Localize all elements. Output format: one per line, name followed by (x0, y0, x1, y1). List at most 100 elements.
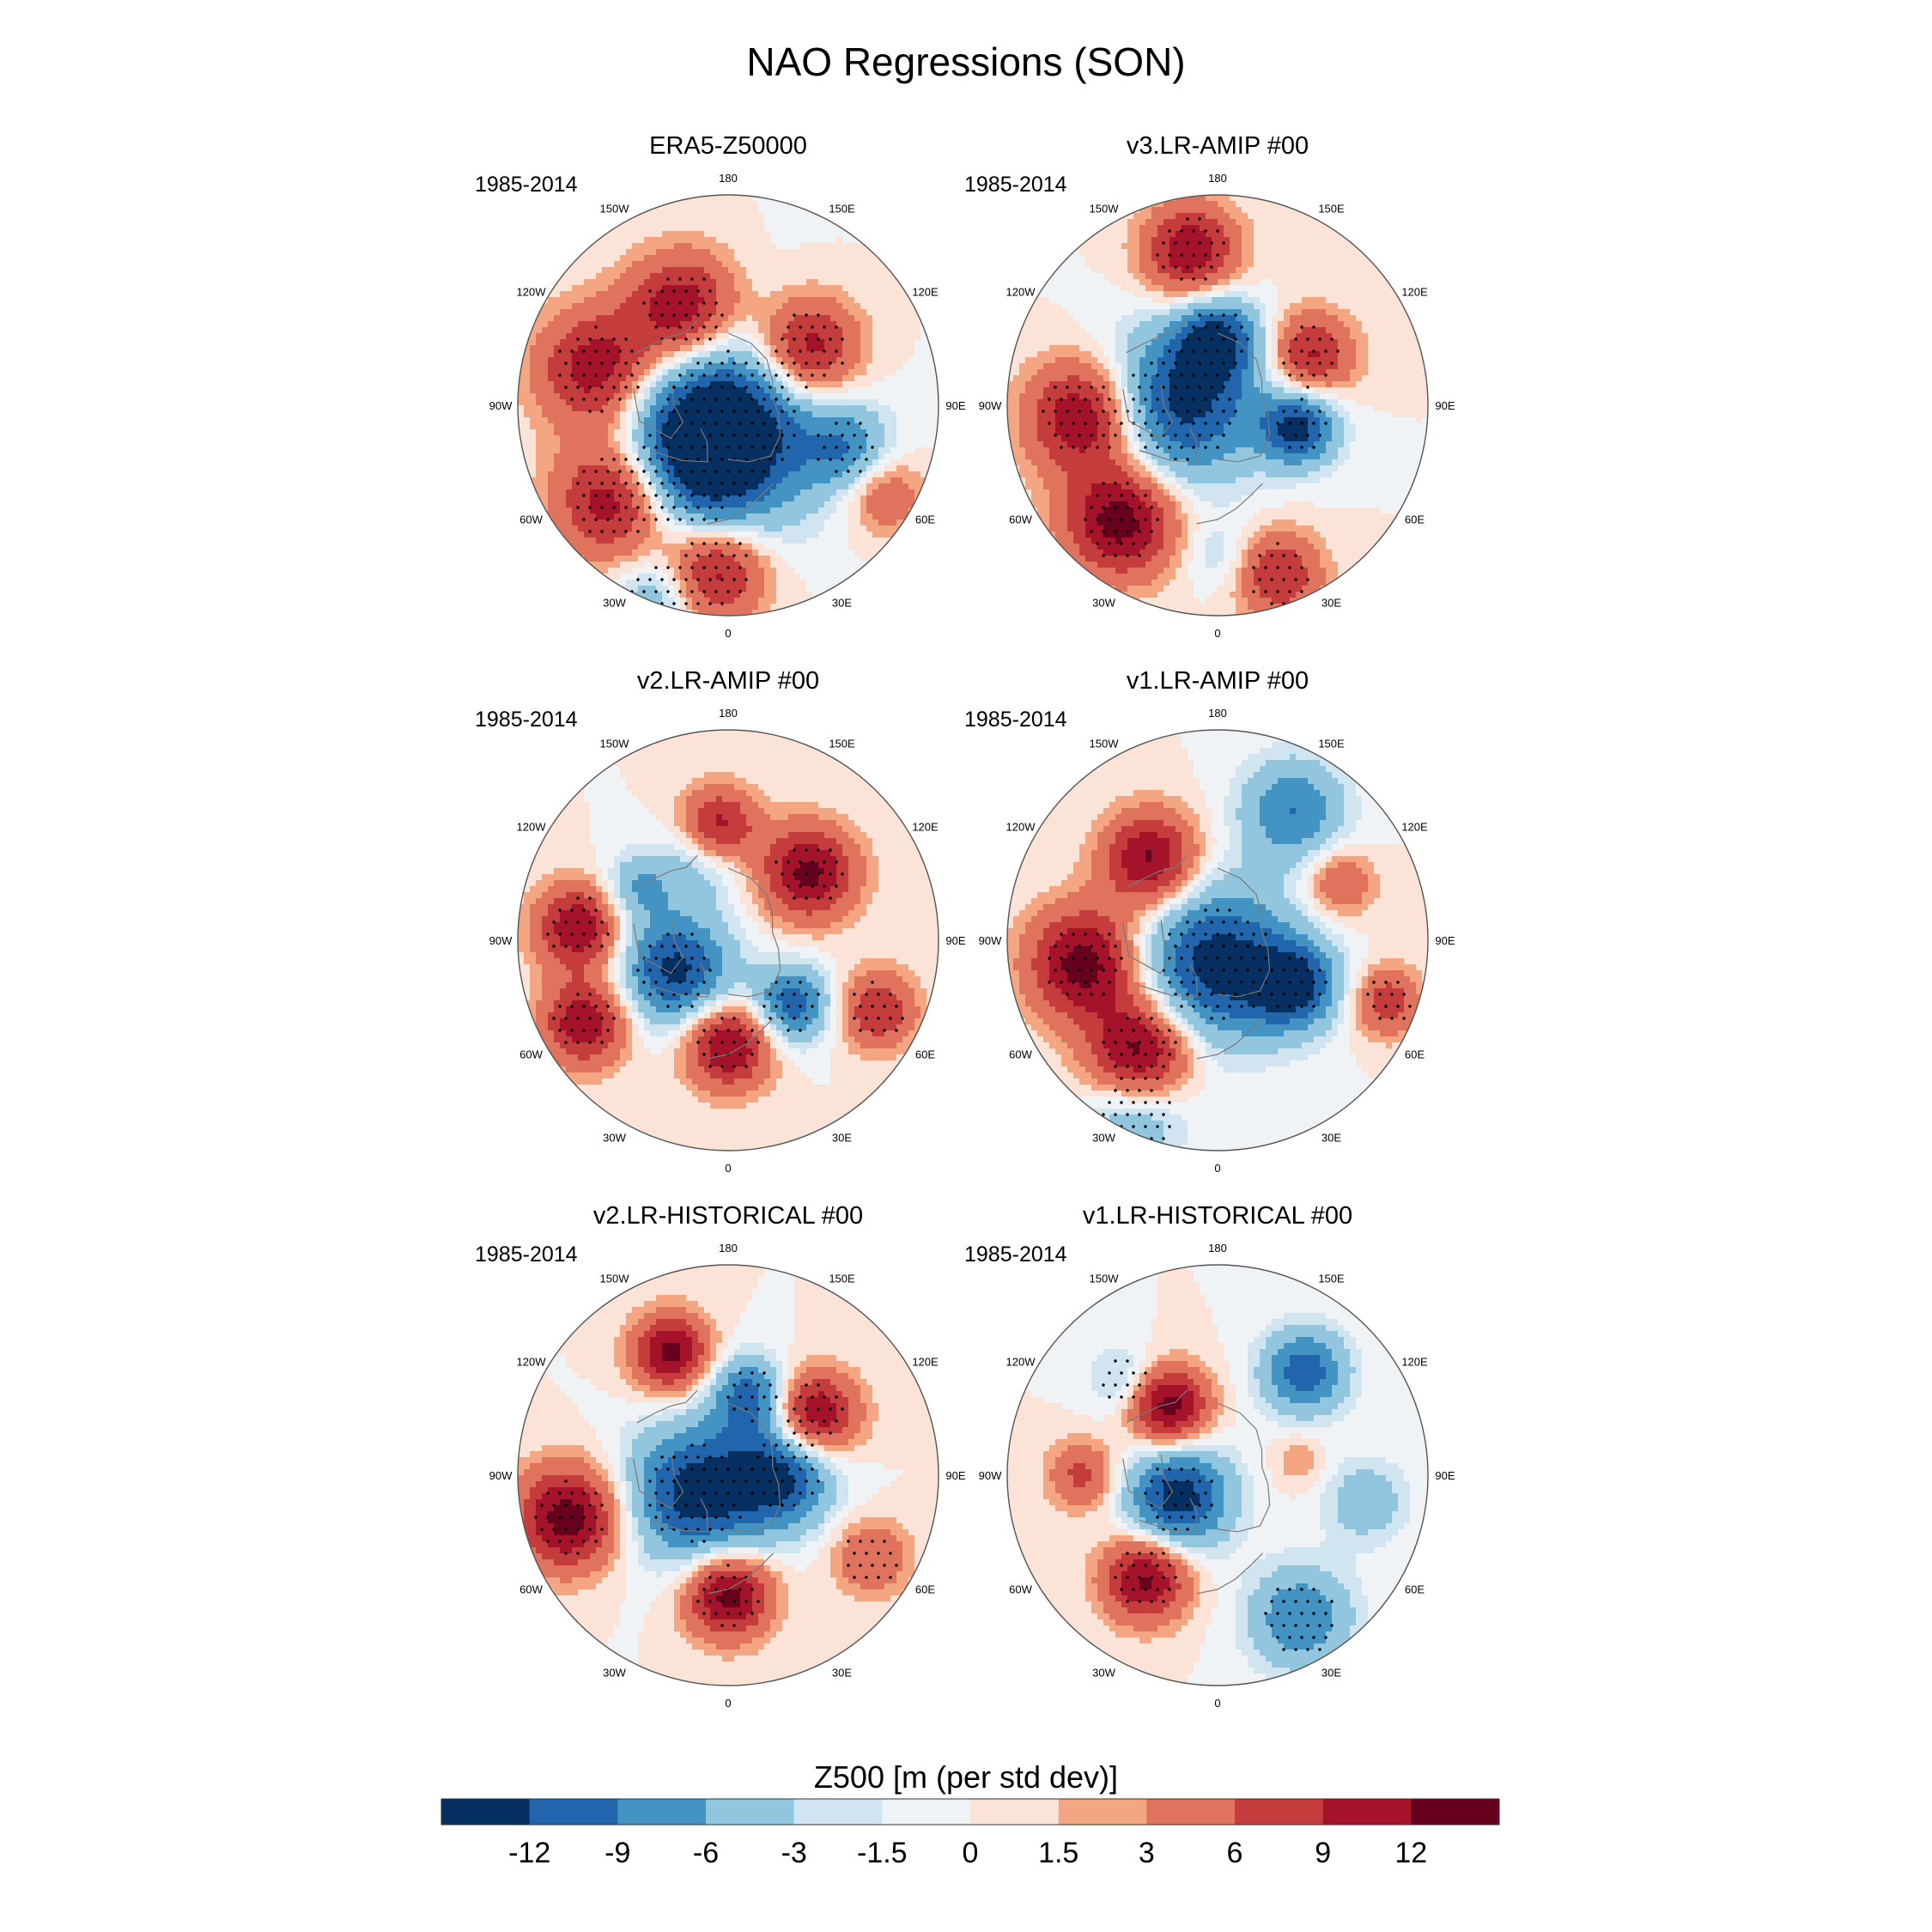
longitude-label: 150W (1090, 203, 1120, 216)
map-panel-3: v2.LR-AMIP #00 1985-2014 180 150E 120E 90E 60E… (475, 667, 966, 1175)
longitude-label: 120W (1006, 821, 1036, 834)
colorbar-swatch (617, 1799, 707, 1825)
period-label: 1985-2014 (964, 1242, 1067, 1267)
longitude-label: 30E (832, 1132, 852, 1145)
contour-field (518, 195, 939, 616)
longitude-label: 120W (517, 286, 547, 299)
figure-title: NAO Regressions (SON) (746, 39, 1185, 84)
significance-stipple (1102, 1359, 1334, 1651)
contour-field (518, 1265, 939, 1686)
longitude-label: 120E (1401, 286, 1428, 299)
colorbar-swatch (1411, 1799, 1500, 1825)
colorbar-swatch (1146, 1799, 1236, 1825)
colorbar-swatch (1058, 1799, 1147, 1825)
map-panel-2: v3.LR-AMIP #00 1985-2014 180 150E 120E 90E 60E… (964, 132, 1455, 640)
contour-field (1007, 730, 1428, 1151)
period-label: 1985-2014 (475, 173, 578, 197)
longitude-label: 30W (603, 1132, 626, 1145)
longitude-label: 180 (1208, 707, 1227, 720)
longitude-label: 150E (829, 1273, 855, 1285)
map-panel-6: v1.LR-HISTORICAL #00 1985-2014 180 150E 120E… (964, 1202, 1455, 1710)
colorbar-tick-label: -3 (781, 1837, 807, 1869)
panel-title: v2.LR-AMIP #00 (637, 667, 819, 695)
longitude-label: 90W (489, 934, 513, 947)
longitude-label: 60W (519, 1583, 543, 1596)
longitude-label: 60E (915, 1048, 935, 1061)
longitude-label: 90E (1435, 934, 1455, 947)
contour-field (518, 730, 939, 1151)
longitude-label: 150W (1090, 738, 1120, 750)
longitude-label: 180 (719, 707, 738, 720)
colorbar-tick-label: 9 (1315, 1837, 1331, 1869)
longitude-label: 90E (945, 934, 965, 947)
longitude-label: 90E (945, 1469, 965, 1482)
longitude-label: 60E (1405, 513, 1425, 526)
longitude-label: 90E (1435, 1469, 1455, 1482)
significance-stipple (1048, 908, 1412, 1140)
longitude-label: 30E (832, 1667, 852, 1680)
colorbar-swatch (529, 1799, 618, 1825)
longitude-label: 180 (719, 172, 738, 185)
longitude-label: 150E (1318, 738, 1345, 750)
colorbar-tick-label: 0 (963, 1837, 979, 1869)
longitude-label: 30E (1321, 597, 1341, 610)
longitude-label: 120W (1006, 286, 1036, 299)
panel-title: v1.LR-HISTORICAL #00 (1083, 1202, 1352, 1230)
significance-stipple (546, 848, 904, 1068)
longitude-label: 180 (1208, 1242, 1227, 1255)
longitude-label: 0 (725, 627, 731, 640)
coastlines (1122, 854, 1271, 1060)
longitude-label: 120W (517, 821, 547, 834)
colorbar-tick-label: -12 (508, 1837, 550, 1869)
longitude-label: 60W (519, 1048, 543, 1061)
colorbar-frame (440, 1798, 1500, 1826)
longitude-label: 120W (1006, 1356, 1036, 1369)
longitude-label: 30W (603, 1667, 626, 1680)
longitude-label: 30W (1092, 597, 1115, 610)
longitude-label: 60E (915, 1583, 935, 1596)
longitude-label: 60W (1009, 1048, 1032, 1061)
longitude-label: 0 (1214, 627, 1220, 640)
coastlines (633, 319, 781, 525)
longitude-label: 60W (1009, 513, 1032, 526)
map-boundary (1006, 1264, 1429, 1686)
longitude-label: 30W (1092, 1132, 1115, 1145)
map-boundary (1006, 729, 1429, 1151)
map-boundary (517, 194, 939, 617)
colorbar-tick-label: -6 (693, 1837, 719, 1869)
longitude-label: 90W (979, 934, 1002, 947)
longitude-label: 120E (1401, 821, 1428, 834)
longitude-label: 0 (1214, 1162, 1220, 1175)
longitude-label: 150E (829, 203, 855, 216)
map-boundary (1006, 194, 1429, 617)
longitude-label: 90W (489, 399, 513, 412)
longitude-label: 30E (832, 597, 852, 610)
longitude-label: 180 (1208, 172, 1227, 185)
longitude-label: 150W (600, 1273, 630, 1285)
longitude-label: 30E (1321, 1667, 1341, 1680)
colorbar-tick-label: -1.5 (857, 1837, 908, 1869)
longitude-label: 60W (519, 513, 543, 526)
colorbar-tick-label: 1.5 (1038, 1837, 1078, 1869)
significance-stipple (534, 1371, 898, 1627)
map-boundary (517, 1264, 939, 1686)
colorbar-swatch (441, 1799, 531, 1825)
coastlines (1122, 1389, 1271, 1595)
coastlines (633, 854, 781, 1060)
longitude-label: 60E (1405, 1583, 1425, 1596)
contour-field (1007, 195, 1428, 616)
longitude-label: 90W (979, 399, 1002, 412)
colorbar: Z500 [m (per std dev)] -12 -9 -6 -3 -1.5 0 1.5… (440, 1759, 1500, 1869)
colorbar-swatch (793, 1799, 883, 1825)
significance-stipple (558, 277, 874, 605)
colorbar-swatch (882, 1799, 971, 1825)
longitude-label: 60E (1405, 1048, 1425, 1061)
longitude-label: 120E (1401, 1356, 1428, 1369)
longitude-label: 30W (1092, 1667, 1115, 1680)
longitude-label: 150W (600, 203, 630, 216)
longitude-label: 150E (1318, 203, 1345, 216)
colorbar-swatch (706, 1799, 795, 1825)
longitude-label: 90E (1435, 399, 1455, 412)
longitude-label: 180 (719, 1242, 738, 1255)
